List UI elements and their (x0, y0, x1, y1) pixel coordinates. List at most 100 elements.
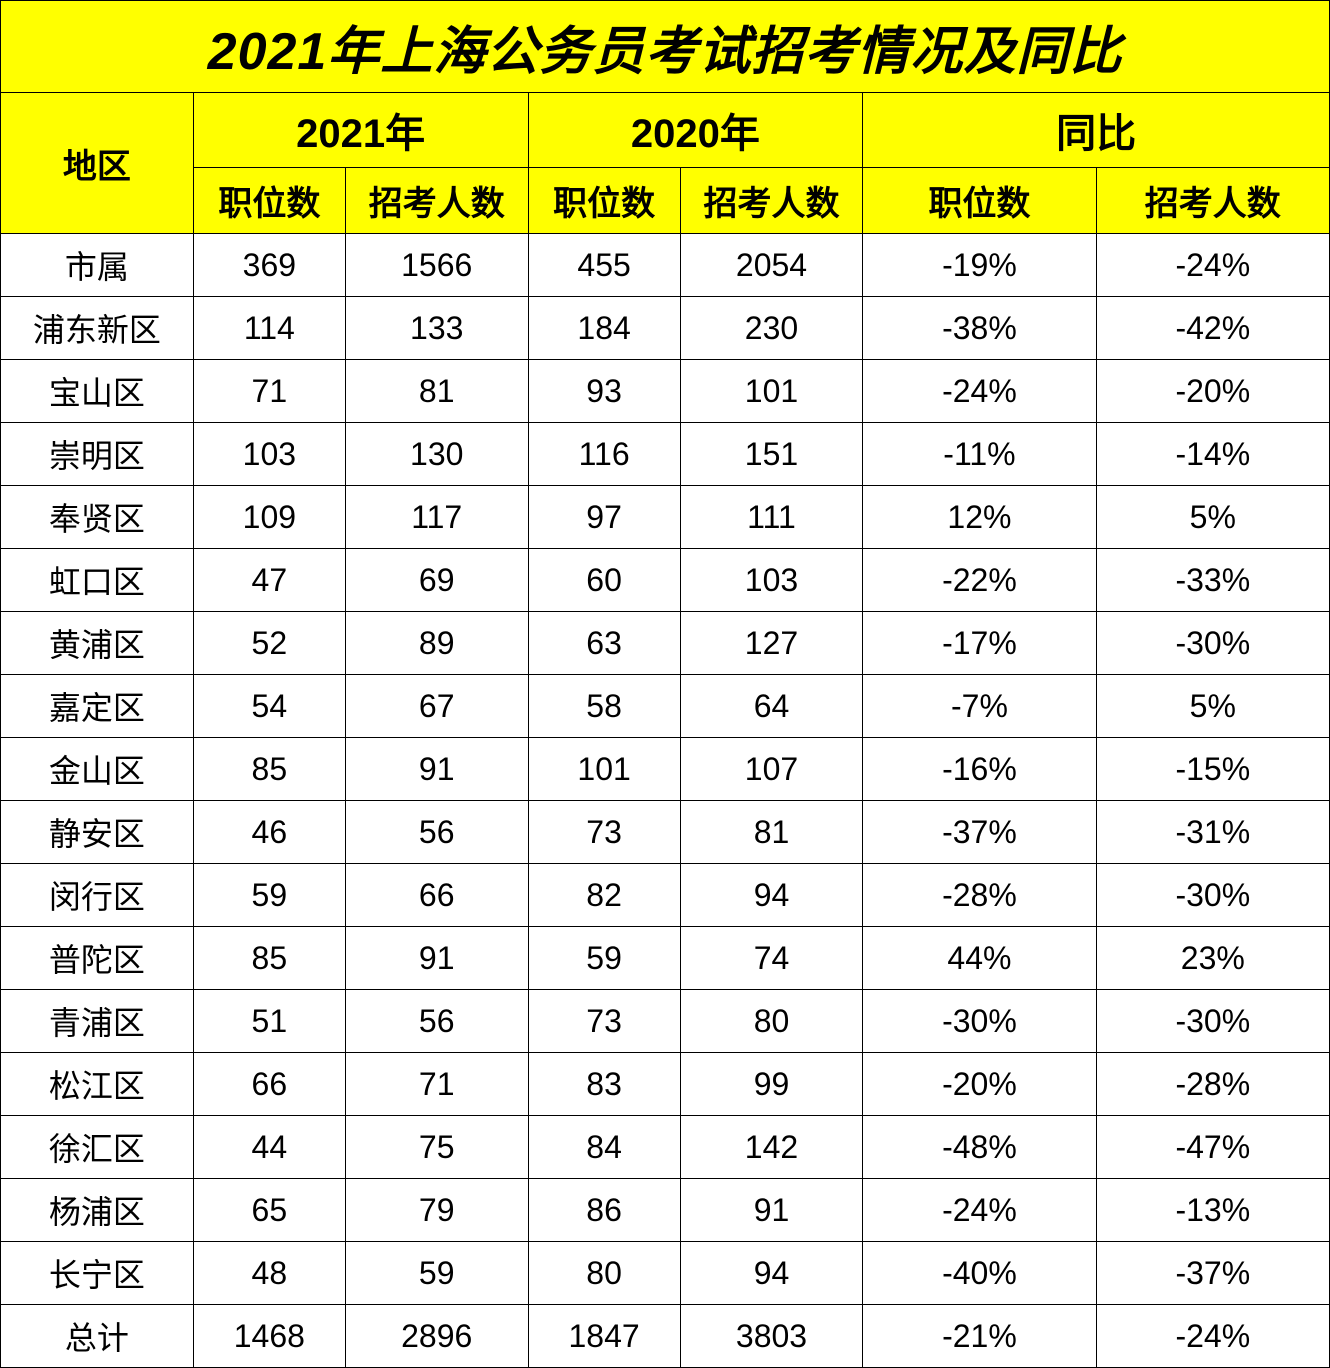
table-cell: 56 (345, 801, 528, 864)
table-cell: 66 (193, 1053, 345, 1116)
table-cell: 103 (193, 423, 345, 486)
table-cell: -21% (863, 1305, 1096, 1368)
table-cell: -30% (1096, 612, 1329, 675)
table-row: 奉贤区1091179711112%5% (1, 486, 1330, 549)
table-cell: -30% (863, 990, 1096, 1053)
table-cell: 116 (528, 423, 680, 486)
table-cell: 91 (680, 1179, 863, 1242)
table-cell: 73 (528, 801, 680, 864)
table-row: 总计1468289618473803-21%-24% (1, 1305, 1330, 1368)
table-cell: -37% (863, 801, 1096, 864)
table-cell: -16% (863, 738, 1096, 801)
table-cell: 静安区 (1, 801, 194, 864)
table-cell: 1468 (193, 1305, 345, 1368)
table-cell: -38% (863, 297, 1096, 360)
table-cell: -24% (1096, 234, 1329, 297)
table-cell: 83 (528, 1053, 680, 1116)
table-row: 闵行区59668294-28%-30% (1, 864, 1330, 927)
table-cell: 长宁区 (1, 1242, 194, 1305)
table-cell: -17% (863, 612, 1096, 675)
table-cell: 普陀区 (1, 927, 194, 990)
table-cell: 松江区 (1, 1053, 194, 1116)
table-cell: 75 (345, 1116, 528, 1179)
table-cell: 54 (193, 675, 345, 738)
table-cell: 85 (193, 927, 345, 990)
table-cell: 2054 (680, 234, 863, 297)
table-cell: 3803 (680, 1305, 863, 1368)
table-cell: -48% (863, 1116, 1096, 1179)
group-header-2020: 2020年 (528, 93, 863, 168)
table-cell: 114 (193, 297, 345, 360)
table-cell: -31% (1096, 801, 1329, 864)
table-cell: 2896 (345, 1305, 528, 1368)
table-cell: 12% (863, 486, 1096, 549)
table-cell: 5% (1096, 675, 1329, 738)
table-cell: 60 (528, 549, 680, 612)
table-cell: 81 (345, 360, 528, 423)
table-cell: 青浦区 (1, 990, 194, 1053)
table-cell: 133 (345, 297, 528, 360)
table-cell: 58 (528, 675, 680, 738)
table-cell: -20% (1096, 360, 1329, 423)
table-cell: 73 (528, 990, 680, 1053)
table-cell: 嘉定区 (1, 675, 194, 738)
table-row: 浦东新区114133184230-38%-42% (1, 297, 1330, 360)
table-cell: 奉贤区 (1, 486, 194, 549)
table-row: 嘉定区54675864-7%5% (1, 675, 1330, 738)
table-cell: -14% (1096, 423, 1329, 486)
table-cell: 86 (528, 1179, 680, 1242)
table-cell: 金山区 (1, 738, 194, 801)
table-cell: 74 (680, 927, 863, 990)
table-cell: -30% (1096, 864, 1329, 927)
table-cell: -11% (863, 423, 1096, 486)
table-cell: 103 (680, 549, 863, 612)
table-row: 黄浦区528963127-17%-30% (1, 612, 1330, 675)
table-cell: 67 (345, 675, 528, 738)
table-cell: 5% (1096, 486, 1329, 549)
col-header-2020-people: 招考人数 (680, 168, 863, 234)
table-cell: 91 (345, 738, 528, 801)
group-header-ratio: 同比 (863, 93, 1330, 168)
col-header-row: 职位数 招考人数 职位数 招考人数 职位数 招考人数 (1, 168, 1330, 234)
table-cell: 94 (680, 1242, 863, 1305)
table-cell: 69 (345, 549, 528, 612)
table-cell: 44 (193, 1116, 345, 1179)
table-cell: 94 (680, 864, 863, 927)
table-cell: 64 (680, 675, 863, 738)
table-cell: 56 (345, 990, 528, 1053)
table-cell: -28% (863, 864, 1096, 927)
table-cell: 93 (528, 360, 680, 423)
table-cell: 59 (528, 927, 680, 990)
table-cell: 59 (345, 1242, 528, 1305)
col-header-2021-positions: 职位数 (193, 168, 345, 234)
table-cell: -40% (863, 1242, 1096, 1305)
table-cell: -22% (863, 549, 1096, 612)
table-cell: 59 (193, 864, 345, 927)
table-cell: -28% (1096, 1053, 1329, 1116)
table-cell: 230 (680, 297, 863, 360)
table-row: 普陀区8591597444%23% (1, 927, 1330, 990)
col-header-ratio-positions: 职位数 (863, 168, 1096, 234)
table-cell: 151 (680, 423, 863, 486)
col-header-ratio-people: 招考人数 (1096, 168, 1329, 234)
table-cell: 85 (193, 738, 345, 801)
table-cell: -42% (1096, 297, 1329, 360)
table-cell: 71 (193, 360, 345, 423)
table-cell: 46 (193, 801, 345, 864)
table-cell: -33% (1096, 549, 1329, 612)
table-cell: -13% (1096, 1179, 1329, 1242)
table-cell: 142 (680, 1116, 863, 1179)
table-cell: 闵行区 (1, 864, 194, 927)
table-cell: 369 (193, 234, 345, 297)
table-cell: 80 (528, 1242, 680, 1305)
table-cell: 44% (863, 927, 1096, 990)
table-cell: 109 (193, 486, 345, 549)
table-cell: 97 (528, 486, 680, 549)
table-cell: 市属 (1, 234, 194, 297)
table-cell: 101 (528, 738, 680, 801)
table-cell: -19% (863, 234, 1096, 297)
table-cell: 71 (345, 1053, 528, 1116)
table-cell: 89 (345, 612, 528, 675)
table-cell: 127 (680, 612, 863, 675)
table-cell: 80 (680, 990, 863, 1053)
